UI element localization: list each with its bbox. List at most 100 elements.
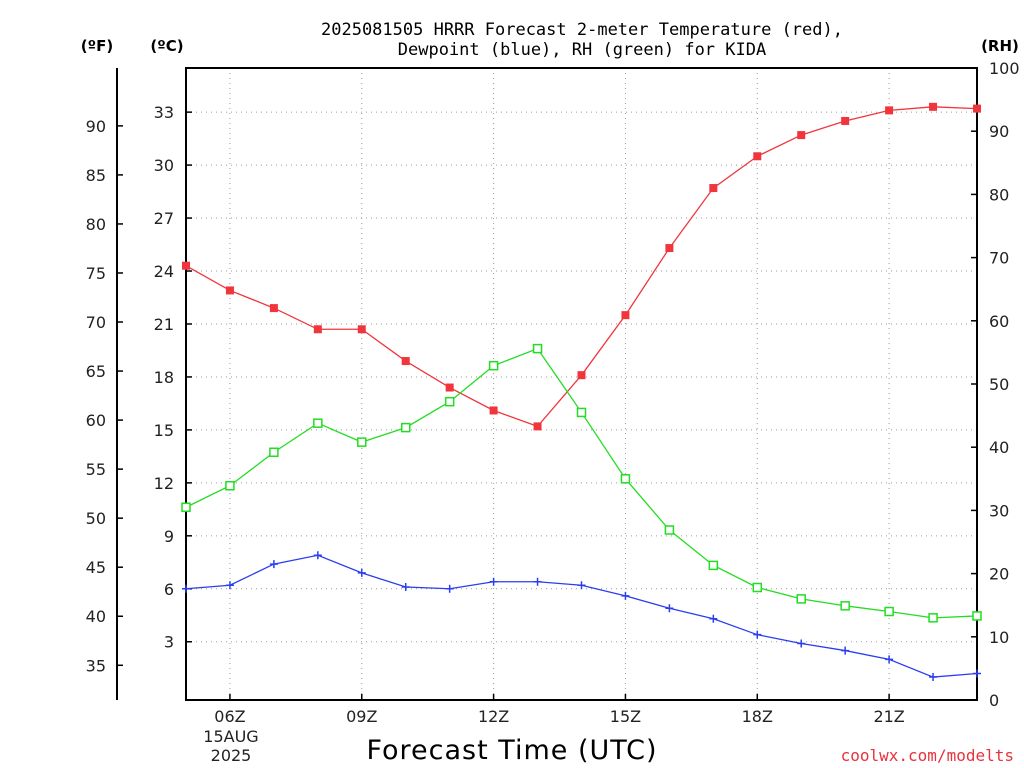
dewpoint-point [182, 584, 190, 593]
fahrenheit-tick-label: 50 [86, 509, 106, 528]
chart-title-line-2: Dewpoint (blue), RH (green) for KIDA [398, 40, 766, 60]
temperature-point [753, 152, 762, 161]
celsius-tick-label: 33 [154, 103, 174, 122]
dewpoint-series [182, 551, 981, 682]
rh-point [181, 502, 191, 512]
grid-lines [186, 68, 977, 700]
temperature-point [973, 104, 981, 113]
rh-point [840, 601, 850, 611]
dewpoint-point [269, 560, 278, 569]
rh-point [708, 560, 719, 571]
fahrenheit-tick-label: 75 [86, 264, 106, 283]
celsius-tick-label: 15 [154, 421, 174, 440]
dewpoint-point [973, 669, 981, 678]
x-tick-label: 18Z [742, 707, 773, 726]
celsius-tick-label: 30 [154, 156, 174, 175]
celsius-tick-label: 24 [154, 262, 174, 281]
dewpoint-point [577, 581, 586, 590]
rh-point [620, 474, 631, 484]
rh-point [488, 360, 499, 371]
temperature-point [269, 304, 278, 313]
dewpoint-point [709, 614, 718, 623]
celsius-tick-label: 27 [154, 209, 174, 228]
source-credit: coolwx.com/modelts [841, 746, 1014, 765]
fahrenheit-tick-label: 35 [86, 656, 106, 675]
x-tick-label: 06Z [214, 707, 245, 726]
temperature-point [665, 244, 674, 253]
dewpoint-point [841, 646, 850, 655]
temperature-point [313, 325, 322, 334]
temperature-point [225, 286, 234, 295]
rh-point [357, 437, 367, 447]
rh-tick-label: 80 [989, 185, 1009, 204]
rh-tick-label: 70 [989, 249, 1009, 268]
dewpoint-point [313, 551, 322, 560]
dewpoint-point [401, 583, 410, 592]
dewpoint-point [797, 639, 806, 648]
temperature-point [797, 131, 806, 140]
temperature-point [445, 383, 454, 392]
celsius-tick-label: 12 [154, 474, 174, 493]
rh-tick-label: 20 [989, 565, 1009, 584]
celsius-unit-label: (ºC) [150, 37, 183, 55]
celsius-tick-label: 21 [154, 315, 174, 334]
celsius-tick-label: 6 [164, 580, 174, 599]
fahrenheit-tick-label: 70 [86, 313, 106, 332]
rh-point [400, 422, 411, 433]
chart-title-line-1: 2025081505 HRRR Forecast 2-meter Tempera… [321, 20, 843, 40]
rh-point [269, 447, 279, 458]
rh-tick-label: 30 [989, 501, 1009, 520]
rh-tick-label: 50 [989, 375, 1009, 394]
dewpoint-point [665, 604, 674, 613]
dewpoint-point [621, 591, 630, 600]
rh-tick-label: 90 [989, 122, 1009, 141]
x-tick-label: 12Z [478, 707, 509, 726]
fahrenheit-tick-label: 85 [86, 166, 106, 185]
temperature-point [489, 406, 498, 415]
temperature-point [885, 106, 894, 115]
fahrenheit-tick-label: 90 [86, 117, 106, 136]
temperature-point [577, 371, 586, 380]
temperature-point [182, 261, 190, 270]
celsius-tick-label: 18 [154, 368, 174, 387]
fahrenheit-tick-label: 55 [86, 460, 106, 479]
fahrenheit-tick-label: 40 [86, 607, 106, 626]
rh-tick-label: 10 [989, 628, 1009, 647]
rh-point [532, 343, 543, 354]
temperature-point [401, 357, 410, 366]
temperature-point [929, 102, 938, 111]
temperature-point [357, 325, 366, 334]
dewpoint-point [357, 568, 366, 577]
x-axis-label: Forecast Time (UTC) [366, 735, 657, 766]
rh-point [225, 481, 235, 491]
axes [116, 67, 978, 701]
tick-labels: 3 6 9 12 15 18 21 24 27 30 33 35 40 45 50 55 60 65 70 75 80 8… [86, 59, 1020, 726]
rh-tick-label: 60 [989, 312, 1009, 331]
temperature-point [621, 311, 630, 320]
rh-point [928, 613, 938, 623]
data-series [181, 102, 982, 682]
fahrenheit-tick-label: 60 [86, 411, 106, 430]
dewpoint-point [489, 577, 498, 586]
x-tick-label: 21Z [873, 707, 904, 726]
rh-point [884, 606, 894, 617]
rh-point [444, 396, 455, 407]
dewpoint-line [185, 554, 978, 678]
rh-series [181, 343, 982, 623]
dewpoint-point [885, 655, 894, 664]
temperature-point [709, 184, 718, 193]
dewpoint-point [225, 581, 234, 590]
rh-tick-label: 100 [989, 59, 1020, 78]
fahrenheit-tick-label: 80 [86, 215, 106, 234]
celsius-tick-label: 3 [164, 633, 174, 652]
x-tick-label: 15Z [610, 707, 641, 726]
temperature-point [841, 116, 850, 125]
dewpoint-point [753, 630, 762, 639]
fahrenheit-tick-label: 45 [86, 558, 106, 577]
rh-point [576, 407, 587, 418]
x-tick-label: 09Z [346, 707, 377, 726]
dewpoint-point [445, 584, 454, 593]
dewpoint-point [929, 673, 938, 682]
fahrenheit-unit-label: (ºF) [81, 37, 113, 55]
